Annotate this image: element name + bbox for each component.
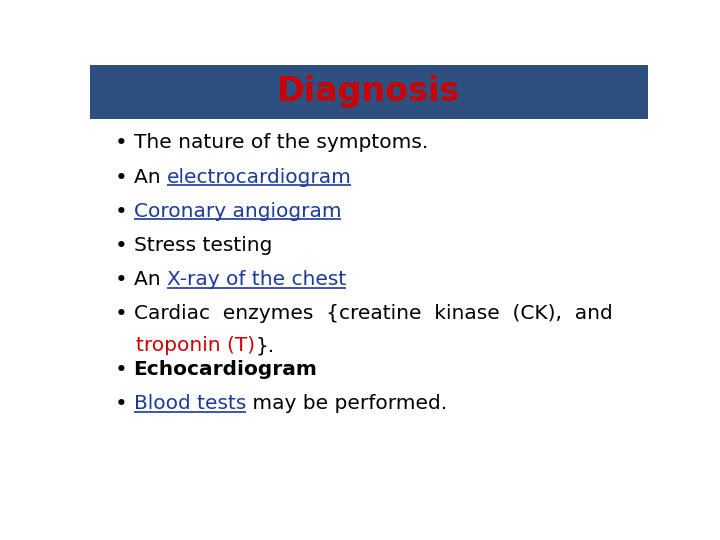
Text: The nature of the symptoms.: The nature of the symptoms. (133, 133, 428, 152)
Text: Diagnosis: Diagnosis (277, 75, 461, 109)
Text: •: • (115, 235, 128, 256)
Text: •: • (115, 133, 128, 153)
Text: Blood tests: Blood tests (133, 394, 246, 413)
Text: Stress testing: Stress testing (133, 235, 272, 255)
Text: •: • (115, 201, 128, 221)
Text: Echocardiogram: Echocardiogram (133, 360, 318, 379)
FancyBboxPatch shape (90, 65, 648, 119)
Text: Cardiac  enzymes  {creatine  kinase  (CK),  and: Cardiac enzymes {creatine kinase (CK), a… (133, 304, 612, 323)
Text: troponin (T): troponin (T) (136, 336, 256, 355)
Text: •: • (115, 167, 128, 187)
Text: X-ray of the chest: X-ray of the chest (166, 270, 346, 289)
Text: electrocardiogram: electrocardiogram (166, 167, 351, 186)
Text: •: • (115, 270, 128, 290)
Text: An: An (133, 270, 166, 289)
Text: Coronary angiogram: Coronary angiogram (133, 201, 341, 221)
Text: •: • (115, 394, 128, 414)
Text: •: • (115, 304, 128, 324)
Text: }.: }. (256, 336, 274, 355)
Text: •: • (115, 360, 128, 380)
Text: An: An (133, 167, 166, 186)
Text: may be performed.: may be performed. (246, 394, 447, 413)
